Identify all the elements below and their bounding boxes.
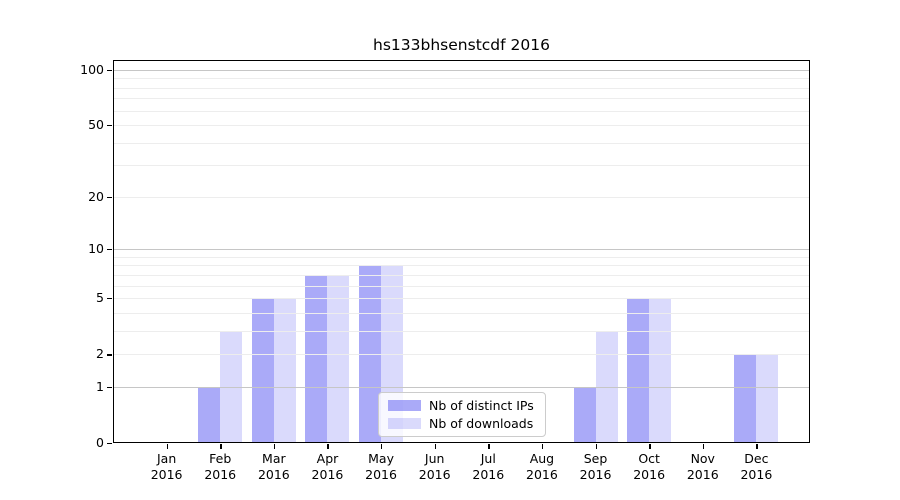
x-tick-label: Mar 2016	[257, 451, 290, 482]
y-tick-label: 1	[96, 378, 104, 394]
bar-downloads-mar	[273, 298, 296, 443]
gridline-major	[113, 386, 810, 388]
gridline-minor	[113, 98, 810, 100]
x-tick-mark	[756, 443, 758, 449]
bar-distinct-ips-dec	[734, 354, 757, 443]
x-tick-label: Jul 2016	[472, 451, 505, 482]
x-tick-label: Aug 2016	[526, 451, 558, 482]
legend-entry-distinct-ips: Nb of distinct IPs	[388, 398, 545, 413]
y-tick-mark	[107, 196, 112, 199]
bar-downloads-apr	[327, 274, 350, 443]
x-tick-label: Oct 2016	[633, 451, 666, 482]
y-tick-label: 50	[88, 117, 104, 133]
bar-distinct-ips-feb	[198, 386, 221, 443]
x-tick-mark	[488, 443, 490, 449]
gridline-minor	[113, 298, 810, 300]
x-tick-label: Apr 2016	[311, 451, 344, 482]
x-tick-mark	[166, 443, 168, 449]
y-tick-label: 10	[88, 241, 104, 257]
y-tick-label: 5	[96, 290, 104, 306]
y-tick-mark	[107, 249, 112, 251]
y-tick-label: 0	[96, 435, 104, 450]
gridline-minor	[113, 265, 810, 267]
y-tick-mark	[107, 298, 112, 300]
y-tick-mark	[107, 69, 112, 72]
legend-label-downloads: Nb of downloads	[429, 416, 534, 431]
x-tick-label: Feb 2016	[204, 451, 237, 482]
gridline-minor	[113, 354, 810, 356]
y-tick-label: 20	[88, 188, 104, 204]
x-tick-label: May 2016	[365, 451, 397, 482]
y-tick-label: 100	[80, 61, 104, 77]
x-tick-mark	[434, 443, 437, 449]
plot-area-border	[113, 60, 810, 443]
legend-label-distinct-ips: Nb of distinct IPs	[429, 398, 534, 413]
gridline-minor	[113, 274, 810, 276]
bar-distinct-ips-apr	[305, 274, 328, 443]
x-tick-mark	[220, 443, 222, 449]
y-tick-mark	[107, 443, 112, 445]
legend-entry-downloads: Nb of downloads	[388, 416, 545, 431]
chart-title: hs133bhsenstcdf 2016	[373, 36, 550, 54]
gridline-minor	[113, 125, 810, 127]
x-tick-label: Nov 2016	[686, 451, 719, 482]
y-tick-mark	[107, 354, 112, 356]
bar-distinct-ips-mar	[251, 298, 274, 443]
x-tick-mark	[327, 443, 329, 449]
x-tick-mark	[702, 443, 705, 449]
bar-downloads-dec	[756, 354, 779, 443]
x-tick-mark	[273, 443, 276, 449]
y-tick-label: 2	[96, 346, 104, 362]
gridline-minor	[113, 87, 810, 89]
bar-distinct-ips-sep	[573, 386, 596, 443]
gridline-minor	[113, 256, 810, 258]
y-tick-mark	[107, 125, 112, 127]
legend-swatch-distinct-ips	[388, 399, 421, 412]
x-tick-label: Dec 2016	[740, 451, 773, 482]
gridline-minor	[113, 142, 810, 144]
x-tick-label: Jun 2016	[418, 451, 451, 482]
bar-downloads-oct	[649, 298, 672, 443]
gridline-major	[113, 249, 810, 251]
y-tick-mark	[107, 386, 112, 389]
x-tick-mark	[595, 443, 597, 449]
gridline-minor	[113, 312, 810, 314]
gridline-minor	[113, 78, 810, 80]
bar-distinct-ips-may	[359, 265, 382, 443]
x-tick-label: Sep 2016	[579, 451, 612, 482]
gridline-minor	[113, 196, 810, 198]
x-tick-mark	[381, 443, 383, 449]
gridline-major	[113, 69, 810, 71]
gridline-minor	[113, 110, 810, 112]
gridline-minor	[113, 285, 810, 287]
gridline-minor	[113, 165, 810, 167]
legend: Nb of distinct IPs Nb of downloads	[378, 392, 546, 437]
x-tick-label: Jan 2016	[150, 451, 183, 482]
x-tick-mark	[649, 443, 651, 449]
x-tick-mark	[541, 443, 544, 449]
bar-distinct-ips-oct	[627, 298, 650, 443]
legend-swatch-downloads	[388, 417, 421, 430]
gridline-minor	[113, 330, 810, 332]
